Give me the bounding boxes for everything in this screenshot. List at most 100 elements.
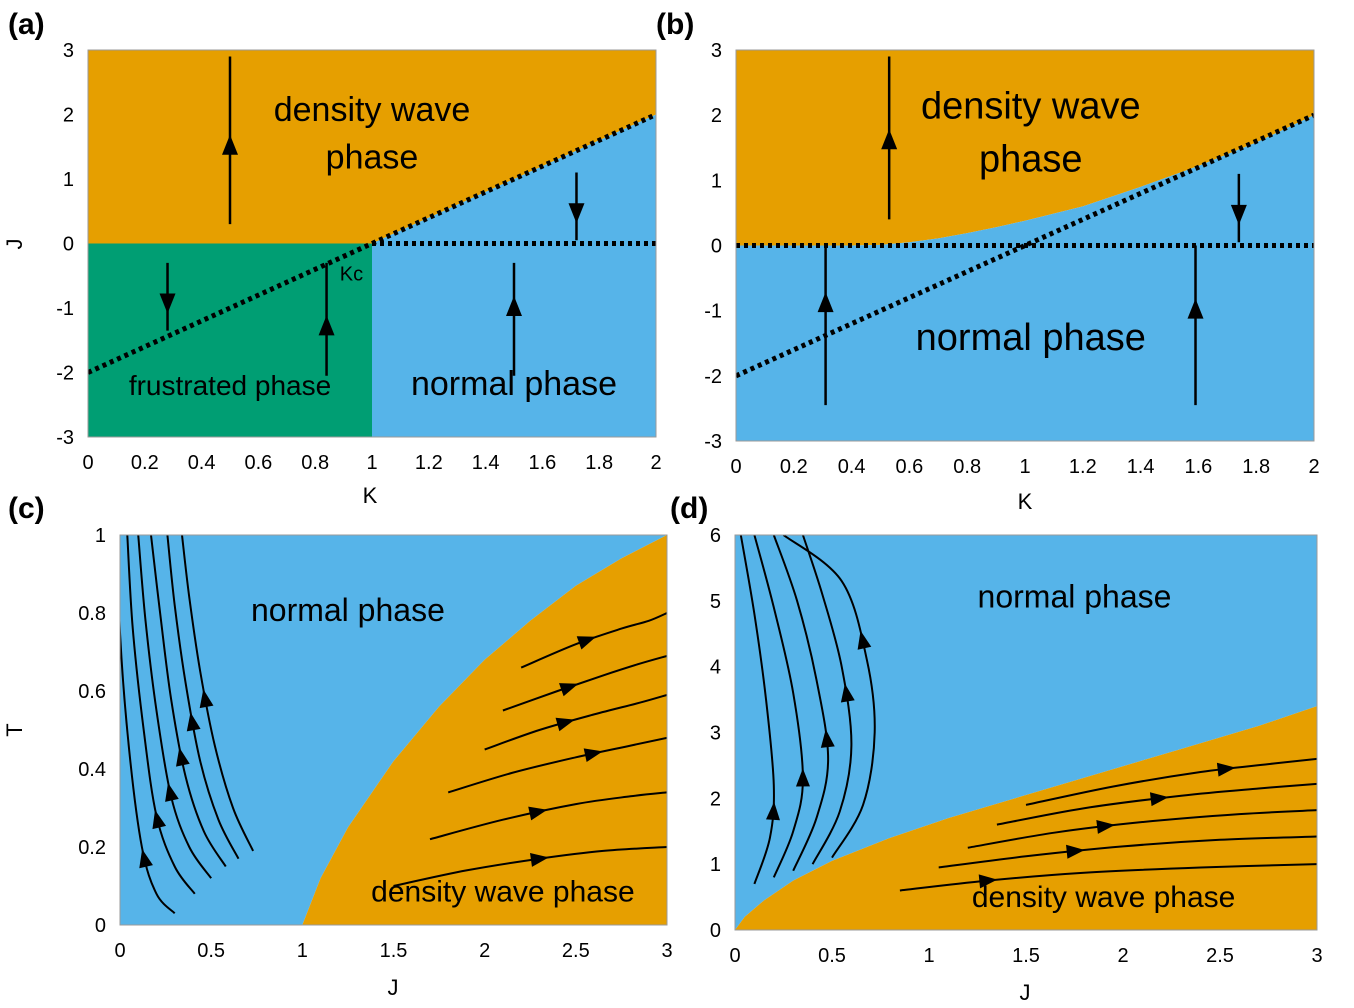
y-tick-label: 4 — [710, 657, 721, 679]
arrow-head — [199, 689, 214, 709]
arrow-head — [159, 293, 176, 314]
y-axis-label: T — [2, 723, 27, 736]
x-tick-label: 0.2 — [780, 456, 808, 478]
region-label: phase — [326, 139, 419, 177]
x-tick-label: 0.4 — [838, 456, 866, 478]
flow-line — [967, 809, 1317, 849]
arrow-head — [165, 782, 179, 802]
arrow-head — [559, 683, 579, 697]
y-tick-label: 0.8 — [78, 603, 106, 625]
arrow-head — [817, 292, 834, 313]
panel-c: normal phase density wave phase 0 0.5 1 1.5 2 2… — [2, 492, 673, 1000]
arrow-head — [1216, 762, 1236, 777]
y-tick-label: 2 — [711, 105, 722, 127]
x-tick-label: 3 — [661, 940, 672, 962]
y-tick-label: 1 — [95, 525, 106, 547]
panel-a: density wave phase normal phase frustrated … — [2, 8, 662, 508]
flow-line — [801, 535, 853, 865]
y-tick-label: -2 — [704, 366, 722, 388]
plot-area — [736, 50, 1314, 441]
x-tick-label: 1.6 — [1184, 456, 1212, 478]
x-tick-label: 2 — [1117, 945, 1128, 967]
x-tick-label: 1 — [923, 945, 934, 967]
y-tick-label: 1 — [711, 170, 722, 192]
x-tick-label: 0 — [114, 940, 125, 962]
region-label: density wave — [921, 85, 1141, 127]
x-axis-label: K — [1018, 489, 1033, 514]
y-tick-label: 2 — [710, 788, 721, 810]
x-tick-label: 0.5 — [197, 940, 225, 962]
x-tick-label: 1.8 — [585, 452, 613, 474]
x-tick-label: 0 — [730, 456, 741, 478]
region-label: frustrated phase — [129, 370, 331, 401]
flow-line — [938, 835, 1317, 869]
region-label: phase — [979, 139, 1083, 181]
y-tick-label: -3 — [56, 427, 74, 449]
panel-label: (b) — [656, 8, 694, 41]
arrow-head — [222, 134, 238, 155]
x-tick-label: 1.6 — [528, 452, 556, 474]
plot-area — [120, 535, 667, 925]
arrow-head — [555, 717, 575, 732]
region-label: normal phase — [978, 578, 1172, 614]
flow-line — [996, 782, 1317, 826]
arrow-head — [1187, 298, 1204, 319]
x-tick-label: 2 — [479, 940, 490, 962]
arrow-head — [139, 849, 153, 869]
y-tick-label: 6 — [710, 525, 721, 547]
x-tick-label: 0.2 — [131, 452, 159, 474]
region-label: density wave phase — [371, 876, 635, 909]
flow-line — [753, 535, 804, 878]
region-label: normal phase — [411, 365, 617, 403]
y-tick-label: 0 — [63, 234, 74, 256]
region-normal-phase — [120, 535, 667, 925]
arrow-head — [176, 747, 190, 767]
arrow-head — [568, 203, 585, 224]
panel-label: (a) — [8, 8, 45, 41]
x-tick-label: 1.2 — [415, 452, 443, 474]
flow-line — [1025, 757, 1317, 806]
arrow-head — [152, 809, 167, 830]
y-tick-label: 0 — [95, 915, 106, 937]
y-tick-label: 2 — [63, 105, 74, 127]
arrow-head — [857, 630, 872, 650]
annotation: Kc — [340, 264, 363, 286]
x-tick-label: 1.5 — [380, 940, 408, 962]
x-tick-label: 2 — [1308, 456, 1319, 478]
x-tick-label: 1 — [366, 452, 377, 474]
y-axis-label: J — [2, 239, 27, 250]
flow-line — [899, 863, 1317, 892]
arrow-head — [1066, 844, 1085, 859]
plot-area — [88, 50, 656, 437]
x-tick-label: 2.5 — [1206, 945, 1234, 967]
y-tick-label: -3 — [704, 431, 722, 453]
arrow-head — [765, 801, 780, 821]
y-tick-label: -2 — [56, 363, 74, 385]
region-density-wave-phase — [736, 50, 1314, 246]
plot-frame — [87, 49, 657, 438]
y-tick-label: 3 — [711, 40, 722, 62]
arrow-head — [1149, 792, 1169, 807]
x-tick-label: 1 — [1019, 456, 1030, 478]
arrow-head — [186, 712, 201, 732]
panel-d: normal phase density wave phase 0 0.5 1 1.5 2 2… — [670, 492, 1323, 1005]
y-tick-label: 3 — [710, 723, 721, 745]
flow-line — [126, 535, 196, 895]
flow-line — [137, 535, 212, 879]
arrow-head — [881, 129, 898, 150]
x-tick-label: 3 — [1311, 945, 1322, 967]
flow-line — [180, 535, 255, 852]
arrow-head — [795, 768, 810, 787]
x-tick-label: 0.8 — [301, 452, 329, 474]
region-label: normal phase — [251, 592, 445, 628]
y-tick-label: 0 — [711, 236, 722, 258]
x-tick-label: 0.4 — [188, 452, 216, 474]
flow-line — [484, 693, 667, 751]
x-tick-label: 0.8 — [953, 456, 981, 478]
region-label: density wave phase — [972, 881, 1236, 914]
flow-line — [502, 654, 667, 712]
flow-line — [782, 535, 876, 859]
arrow-head — [506, 296, 522, 316]
plot-area — [735, 535, 1317, 930]
region-density-wave-phase — [302, 535, 667, 925]
